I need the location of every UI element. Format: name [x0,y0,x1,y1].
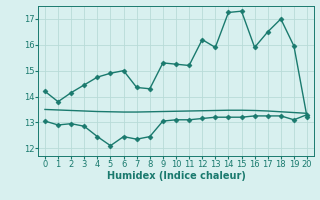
X-axis label: Humidex (Indice chaleur): Humidex (Indice chaleur) [107,171,245,181]
